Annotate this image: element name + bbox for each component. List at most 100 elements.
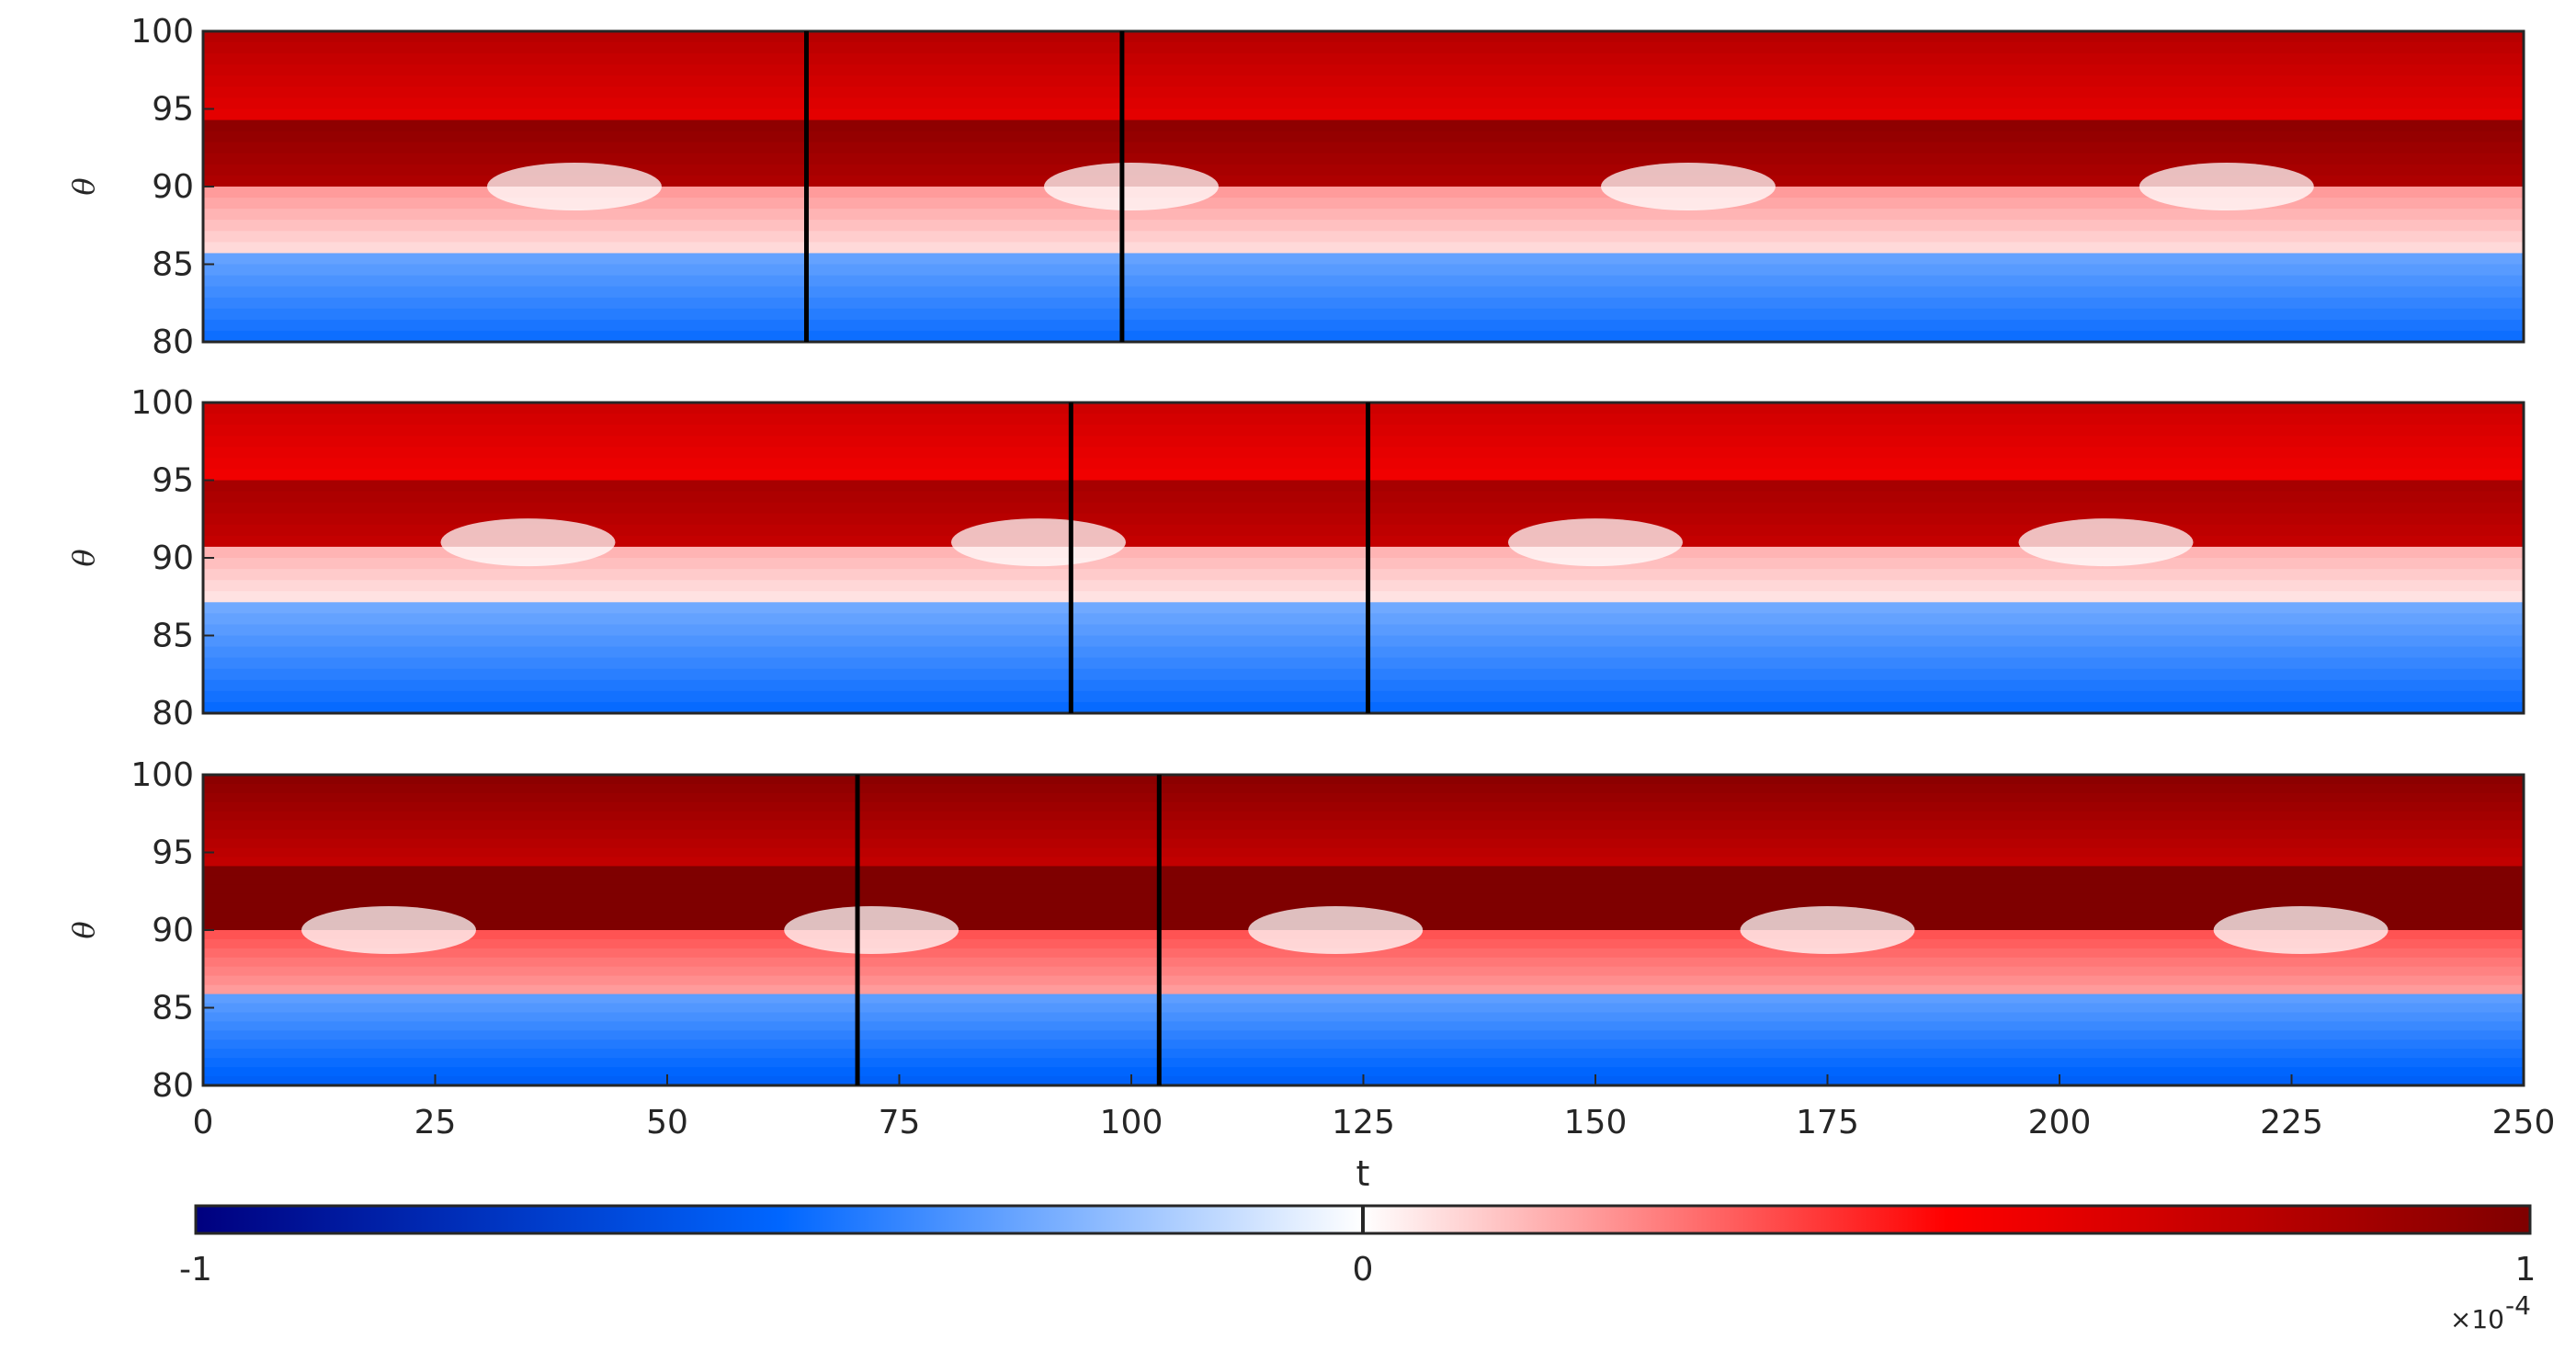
heatmap-defect: [1740, 906, 1915, 954]
x-tick-label: 0: [193, 1104, 214, 1141]
heatmap-band: [203, 330, 2524, 342]
heatmap-band: [203, 447, 2524, 459]
y-tick-label: 80: [152, 324, 194, 361]
x-tick-label: 150: [1564, 1104, 1628, 1141]
heatmap-band: [203, 86, 2524, 99]
heatmap-band: [203, 436, 2524, 448]
heatmap-defect: [784, 906, 959, 954]
heatmap-defect: [2139, 163, 2314, 210]
y-tick-label: 80: [152, 695, 194, 732]
x-tick-label: 175: [1796, 1104, 1859, 1141]
heatmap-band: [203, 142, 2524, 154]
heatmap-band: [203, 198, 2524, 210]
heatmap-band: [203, 690, 2524, 703]
y-tick-label: 100: [131, 756, 194, 794]
heatmap-band: [203, 264, 2524, 277]
heatmap-band: [203, 624, 2524, 637]
heatmap-band: [203, 308, 2524, 321]
heatmap-panel-bottom: 80 85 90 95 100 θ 0 25 50 75 100 125 150 175 200 225 250: [66, 756, 2555, 1141]
y-axis-title: θ: [66, 921, 101, 938]
heatmap-band: [203, 792, 2524, 803]
heatmap-band: [203, 1067, 2524, 1077]
heatmap-defect: [2213, 906, 2389, 954]
x-axis-title: t: [1356, 1153, 1370, 1194]
heatmap-band: [203, 838, 2524, 849]
heatmap-defect: [951, 518, 1126, 567]
heatmap-band: [203, 775, 2524, 785]
colorbar-min-label: -1: [179, 1251, 212, 1289]
heatmap-band: [203, 866, 2524, 876]
heatmap-band: [203, 524, 2524, 537]
heatmap-band: [203, 231, 2524, 243]
heatmap-band: [203, 984, 2524, 995]
heatmap-band: [203, 64, 2524, 76]
y-tick-label: 90: [152, 168, 194, 206]
colorbar-multiplier: ×10: [2450, 1304, 2504, 1334]
heatmap-band: [203, 602, 2524, 614]
heatmap-band: [203, 558, 2524, 570]
heatmap-band: [203, 187, 2524, 199]
heatmap-band: [203, 668, 2524, 681]
heatmap-band: [203, 811, 2524, 822]
heatmap-band: [203, 275, 2524, 288]
heatmap-band: [203, 783, 2524, 794]
heatmap-band: [203, 613, 2524, 626]
heatmap-band: [203, 1049, 2524, 1059]
y-axis-title: θ: [66, 549, 101, 566]
heatmap-band: [203, 253, 2524, 266]
heatmap-field: [203, 403, 2524, 713]
x-tick-label: 125: [1332, 1104, 1395, 1141]
heatmap-band: [203, 414, 2524, 426]
y-tick-label: 100: [131, 13, 194, 51]
heatmap-band: [203, 97, 2524, 110]
heatmap-band: [203, 591, 2524, 603]
heatmap-defect: [301, 906, 476, 954]
y-tick-label: 95: [152, 91, 194, 129]
colorbar-mid-label: 0: [1353, 1251, 1374, 1289]
heatmap-band: [203, 1003, 2524, 1014]
y-tick-label: 95: [152, 462, 194, 500]
heatmap-band: [203, 403, 2524, 414]
y-axis-title: θ: [66, 177, 101, 195]
heatmap-band: [203, 242, 2524, 255]
heatmap-defect: [1044, 163, 1219, 210]
heatmap-band: [203, 131, 2524, 143]
y-tick-label: 85: [152, 618, 194, 655]
x-tick-label: 25: [414, 1104, 457, 1141]
heatmap-band: [203, 119, 2524, 132]
heatmap-band: [203, 513, 2524, 526]
heatmap-defect: [2018, 518, 2194, 567]
heatmap-band: [203, 580, 2524, 592]
heatmap-band: [203, 319, 2524, 332]
heatmap-band: [203, 164, 2524, 176]
heatmap-band: [203, 657, 2524, 670]
heatmap-field: [203, 31, 2524, 342]
heatmap-band: [203, 1039, 2524, 1050]
heatmap-band: [203, 53, 2524, 65]
x-tick-label: 200: [2028, 1104, 2092, 1141]
heatmap-band: [203, 75, 2524, 87]
heatmap-band: [203, 108, 2524, 121]
heatmap-band: [203, 209, 2524, 221]
x-tick-label: 225: [2260, 1104, 2323, 1141]
heatmap-band: [203, 847, 2524, 858]
x-tick-label: 250: [2492, 1104, 2556, 1141]
y-tick-label: 85: [152, 990, 194, 1027]
heatmap-band: [203, 425, 2524, 437]
heatmap-band: [203, 1021, 2524, 1031]
heatmap-field: [203, 775, 2524, 1085]
heatmap-band: [203, 957, 2524, 968]
y-tick-label: 80: [152, 1067, 194, 1105]
heatmap-band: [203, 42, 2524, 54]
heatmap-band: [203, 884, 2524, 894]
heatmap-panel-middle: 80 85 90 95 100 θ: [66, 384, 2525, 732]
heatmap-band: [203, 679, 2524, 692]
heatmap-band: [203, 875, 2524, 885]
heatmap-band: [203, 857, 2524, 868]
x-tick-label: 100: [1100, 1104, 1163, 1141]
heatmap-band: [203, 535, 2524, 548]
heatmap-band: [203, 701, 2524, 713]
heatmap-band: [203, 1012, 2524, 1023]
heatmap-band: [203, 829, 2524, 840]
